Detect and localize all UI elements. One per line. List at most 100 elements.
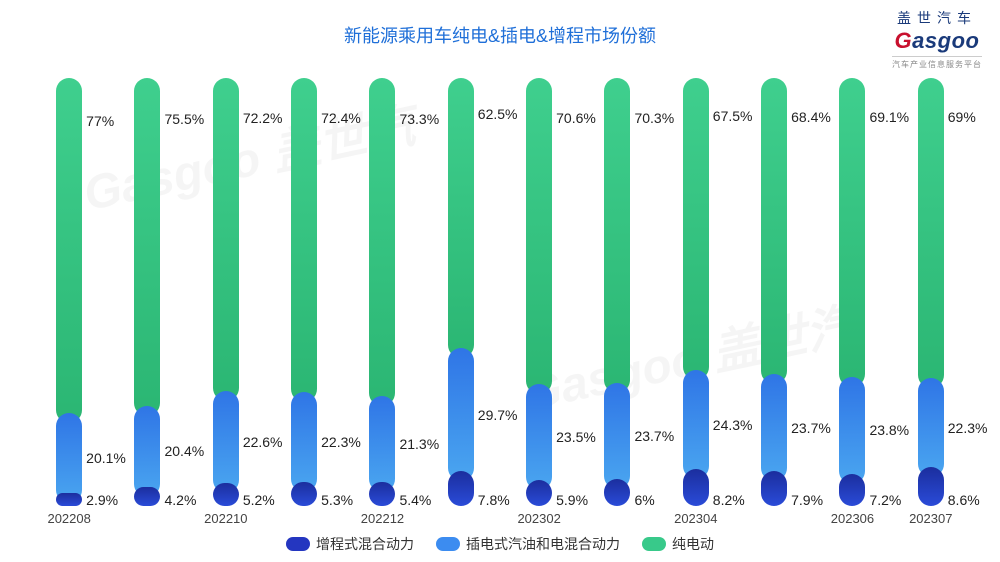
bar-segment-bev: 69.1% <box>839 78 865 388</box>
x-axis-tick: 202306 <box>813 511 891 526</box>
segment-value-label: 5.4% <box>399 492 431 508</box>
bar-segment-erev: 5.9% <box>526 480 552 506</box>
segment-value-label: 69% <box>948 109 976 125</box>
stacked-bar: 7.9%23.7%68.4% <box>761 58 787 506</box>
bar-column: 7.2%23.8%69.1% <box>813 58 891 506</box>
segment-value-label: 7.8% <box>478 492 510 508</box>
segment-value-label: 7.9% <box>791 492 823 508</box>
x-axis-tick <box>108 511 186 526</box>
segment-value-label: 67.5% <box>713 108 753 124</box>
bar-column: 4.2%20.4%75.5% <box>108 58 186 506</box>
segment-value-label: 5.3% <box>321 492 353 508</box>
segment-value-label: 72.4% <box>321 110 361 126</box>
stacked-bar: 5.3%22.3%72.4% <box>291 58 317 506</box>
segment-value-label: 62.5% <box>478 106 518 122</box>
x-axis-tick: 202208 <box>30 511 108 526</box>
segment-value-label: 2.9% <box>86 492 118 508</box>
segment-value-label: 29.7% <box>478 407 518 423</box>
x-axis-tick: 202302 <box>500 511 578 526</box>
bar-segment-bev: 72.2% <box>213 78 239 401</box>
stacked-bar: 5.4%21.3%73.3% <box>369 58 395 506</box>
bar-segment-phev: 23.8% <box>839 377 865 484</box>
bar-segment-erev: 7.9% <box>761 471 787 506</box>
bar-segment-phev: 23.7% <box>761 374 787 480</box>
bar-segment-erev: 4.2% <box>134 487 160 506</box>
bar-segment-erev: 7.2% <box>839 474 865 506</box>
segment-value-label: 23.5% <box>556 429 596 445</box>
bar-segment-phev: 20.1% <box>56 413 82 503</box>
stacked-bar: 8.6%22.3%69% <box>918 58 944 506</box>
stacked-bar: 7.8%29.7%62.5% <box>448 58 474 506</box>
segment-value-label: 4.2% <box>164 492 196 508</box>
bar-segment-bev: 62.5% <box>448 78 474 358</box>
stacked-bar: 7.2%23.8%69.1% <box>839 58 865 506</box>
bar-segment-bev: 73.3% <box>369 78 395 406</box>
segment-value-label: 8.2% <box>713 492 745 508</box>
segment-value-label: 23.7% <box>634 428 674 444</box>
segment-value-label: 22.6% <box>243 434 283 450</box>
segment-value-label: 20.4% <box>164 443 204 459</box>
bar-segment-erev: 8.2% <box>683 469 709 506</box>
segment-value-label: 23.7% <box>791 420 831 436</box>
bar-segment-bev: 77% <box>56 78 82 423</box>
segment-value-label: 5.2% <box>243 492 275 508</box>
bar-column: 2.9%20.1%77% <box>30 58 108 506</box>
stacked-bar: 5.2%22.6%72.2% <box>213 58 239 506</box>
segment-value-label: 8.6% <box>948 492 980 508</box>
segment-value-label: 23.8% <box>869 422 909 438</box>
bar-segment-bev: 72.4% <box>291 78 317 402</box>
segment-value-label: 68.4% <box>791 109 831 125</box>
legend-label: 增程式混合动力 <box>316 534 414 554</box>
x-axis-tick: 202212 <box>343 511 421 526</box>
stacked-bar: 2.9%20.1%77% <box>56 58 82 506</box>
segment-value-label: 7.2% <box>869 492 901 508</box>
bar-column: 8.6%22.3%69% <box>892 58 970 506</box>
chart-plot-area: 2.9%20.1%77%4.2%20.4%75.5%5.2%22.6%72.2%… <box>22 58 978 506</box>
segment-value-label: 22.3% <box>948 420 988 436</box>
segment-value-label: 6% <box>634 492 654 508</box>
x-axis-tick: 202304 <box>657 511 735 526</box>
bar-segment-bev: 68.4% <box>761 78 787 384</box>
segment-value-label: 22.3% <box>321 434 361 450</box>
bar-segment-erev: 2.9% <box>56 493 82 506</box>
x-axis-tick <box>265 511 343 526</box>
legend-item-erev: 增程式混合动力 <box>286 534 414 554</box>
bar-segment-phev: 29.7% <box>448 348 474 481</box>
segment-value-label: 24.3% <box>713 417 753 433</box>
segment-value-label: 70.6% <box>556 110 596 126</box>
bar-segment-erev: 8.6% <box>918 467 944 506</box>
legend-swatch <box>436 537 460 551</box>
segment-value-label: 70.3% <box>634 110 674 126</box>
bar-segment-phev: 23.7% <box>604 383 630 489</box>
bar-segment-phev: 22.6% <box>213 391 239 492</box>
bar-segment-bev: 75.5% <box>134 78 160 416</box>
segment-value-label: 77% <box>86 113 114 129</box>
x-axis-tick: 202210 <box>187 511 265 526</box>
segment-value-label: 21.3% <box>399 436 439 452</box>
x-axis-tick <box>735 511 813 526</box>
bar-column: 7.9%23.7%68.4% <box>735 58 813 506</box>
legend-label: 插电式汽油和电混合动力 <box>466 534 620 554</box>
bar-segment-erev: 5.3% <box>291 482 317 506</box>
x-axis: 2022082022102022122023022023042023062023… <box>22 511 978 526</box>
x-axis-tick <box>422 511 500 526</box>
bar-segment-bev: 69% <box>918 78 944 387</box>
x-axis-tick <box>578 511 656 526</box>
segment-value-label: 73.3% <box>399 111 439 127</box>
segment-value-label: 69.1% <box>869 109 909 125</box>
segment-value-label: 75.5% <box>164 111 204 127</box>
legend-item-bev: 纯电动 <box>642 534 714 554</box>
bar-column: 5.9%23.5%70.6% <box>500 58 578 506</box>
legend: 增程式混合动力 插电式汽油和电混合动力 纯电动 <box>0 534 1000 554</box>
stacked-bar: 4.2%20.4%75.5% <box>134 58 160 506</box>
segment-value-label: 5.9% <box>556 492 588 508</box>
legend-label: 纯电动 <box>672 534 714 554</box>
bar-segment-phev: 22.3% <box>291 392 317 492</box>
stacked-bar: 8.2%24.3%67.5% <box>683 58 709 506</box>
stacked-bar: 5.9%23.5%70.6% <box>526 58 552 506</box>
bar-segment-erev: 7.8% <box>448 471 474 506</box>
bar-segment-erev: 5.2% <box>213 483 239 506</box>
segment-value-label: 20.1% <box>86 450 126 466</box>
bar-segment-phev: 22.3% <box>918 378 944 478</box>
bar-segment-bev: 70.3% <box>604 78 630 393</box>
